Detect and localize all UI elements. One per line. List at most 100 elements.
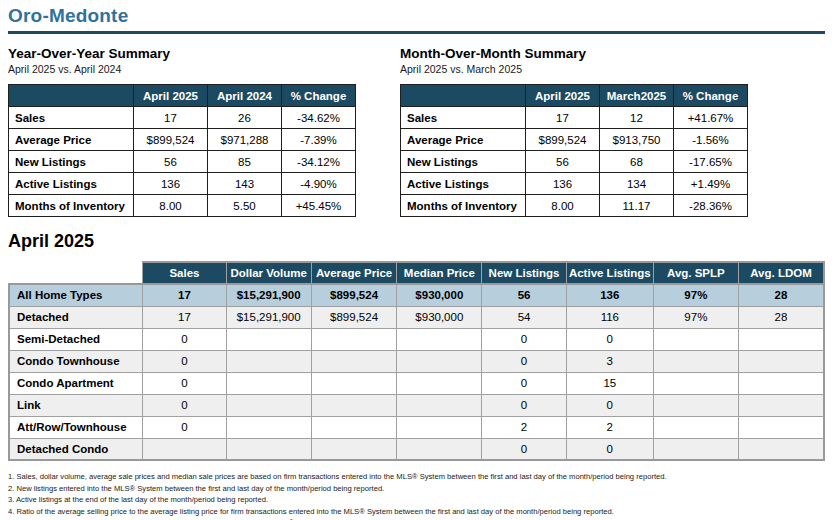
row-label: Condo Townhouse xyxy=(9,350,143,372)
table-cell: 143 xyxy=(208,173,282,195)
footnote-line: 4. Ratio of the average selling price to… xyxy=(8,506,825,518)
table-cell xyxy=(739,350,824,372)
table-cell: 0 xyxy=(566,328,653,350)
table-row: Sales1712+41.67% xyxy=(401,107,748,129)
table-cell: 2 xyxy=(482,416,567,438)
table-cell xyxy=(653,328,738,350)
table-cell xyxy=(397,394,482,416)
table-cell xyxy=(739,372,824,394)
row-label: Detached Condo xyxy=(9,438,143,460)
table-cell: 116 xyxy=(566,306,653,328)
table-cell: 136 xyxy=(134,173,208,195)
table-cell: $899,524 xyxy=(311,284,397,306)
detail-heading: April 2025 xyxy=(8,231,825,252)
table-row: Condo Apartment0015 xyxy=(9,372,824,394)
title-rule xyxy=(8,31,825,34)
table-cell: 56 xyxy=(134,151,208,173)
table-row: Active Listings136143-4.90% xyxy=(9,173,356,195)
table-cell: 0 xyxy=(143,372,227,394)
column-header: March2025 xyxy=(600,85,674,107)
table-cell xyxy=(226,416,311,438)
footnote-line: 3. Active listings at the end of the las… xyxy=(8,494,825,506)
table-row: New Listings5685-34.12% xyxy=(9,151,356,173)
table-cell: 0 xyxy=(566,438,653,460)
row-label: Sales xyxy=(401,107,526,129)
mom-heading: Month-Over-Month Summary xyxy=(400,46,748,61)
table-cell: 28 xyxy=(739,284,824,306)
column-header: April 2025 xyxy=(526,85,600,107)
year-over-year-summary: Year-Over-Year Summary April 2025 vs. Ap… xyxy=(8,46,400,217)
table-row: Average Price$899,524$913,750-1.56% xyxy=(401,129,748,151)
table-cell: +45.45% xyxy=(282,195,356,217)
table-cell: 0 xyxy=(566,394,653,416)
footnote-line: 1. Sales, dollar volume, average sale pr… xyxy=(8,471,825,483)
table-cell xyxy=(311,328,397,350)
table-cell: 26 xyxy=(208,107,282,129)
table-cell: $899,524 xyxy=(311,306,397,328)
table-cell xyxy=(653,372,738,394)
row-label: New Listings xyxy=(9,151,134,173)
table-cell: $15,291,900 xyxy=(226,306,311,328)
page-title: Oro-Medonte xyxy=(8,5,825,27)
table-cell xyxy=(143,438,227,460)
table-cell: 17 xyxy=(143,306,227,328)
header-row: SalesDollar VolumeAverage PriceMedian Pr… xyxy=(9,262,824,284)
column-header: New Listings xyxy=(482,262,567,284)
table-cell: 0 xyxy=(143,350,227,372)
table-cell xyxy=(311,416,397,438)
table-cell: 68 xyxy=(600,151,674,173)
table-cell: 12 xyxy=(600,107,674,129)
table-row: Detached Condo 00 xyxy=(9,438,824,460)
table-cell: 17 xyxy=(143,284,227,306)
yoy-subtitle: April 2025 vs. April 2024 xyxy=(8,63,400,75)
header-row: April 2025March2025% Change xyxy=(401,85,748,107)
row-label: Months of Inventory xyxy=(401,195,526,217)
table-row: Condo Townhouse003 xyxy=(9,350,824,372)
table-cell xyxy=(653,438,738,460)
table-cell: 3 xyxy=(566,350,653,372)
row-label: Semi-Detached xyxy=(9,328,143,350)
table-cell xyxy=(226,328,311,350)
table-cell xyxy=(397,438,482,460)
table-cell: 8.00 xyxy=(526,195,600,217)
table-cell xyxy=(226,394,311,416)
detail-table: SalesDollar VolumeAverage PriceMedian Pr… xyxy=(8,261,825,461)
table-cell: $913,750 xyxy=(600,129,674,151)
column-header: Sales xyxy=(143,262,227,284)
column-header: % Change xyxy=(282,85,356,107)
row-label: Detached xyxy=(9,306,143,328)
table-cell xyxy=(226,372,311,394)
table-cell xyxy=(226,438,311,460)
table-cell: $899,524 xyxy=(134,129,208,151)
table-cell xyxy=(311,438,397,460)
table-cell: 0 xyxy=(482,394,567,416)
row-label: New Listings xyxy=(401,151,526,173)
table-cell: 97% xyxy=(653,306,738,328)
table-cell: -7.39% xyxy=(282,129,356,151)
column-header: Active Listings xyxy=(566,262,653,284)
row-label: Sales xyxy=(9,107,134,129)
table-cell: 56 xyxy=(526,151,600,173)
table-cell: 134 xyxy=(600,173,674,195)
row-label: Condo Apartment xyxy=(9,372,143,394)
table-cell: $899,524 xyxy=(526,129,600,151)
table-cell: 0 xyxy=(482,372,567,394)
table-cell: 28 xyxy=(739,306,824,328)
row-label: Average Price xyxy=(9,129,134,151)
table-cell xyxy=(653,350,738,372)
footnotes: 1. Sales, dollar volume, average sale pr… xyxy=(8,471,825,520)
row-label: All Home Types xyxy=(9,284,143,306)
table-cell: $15,291,900 xyxy=(226,284,311,306)
footnote-line: 2. New listings entered into the MLS® Sy… xyxy=(8,483,825,495)
yoy-table: April 2025April 2024% ChangeSales1726-34… xyxy=(8,84,356,217)
table-cell xyxy=(653,416,738,438)
table-cell: 17 xyxy=(134,107,208,129)
corner-header xyxy=(9,262,143,284)
table-row: Months of Inventory8.005.50+45.45% xyxy=(9,195,356,217)
table-cell: 0 xyxy=(482,438,567,460)
table-cell: $930,000 xyxy=(397,284,482,306)
table-cell: 54 xyxy=(482,306,567,328)
table-cell xyxy=(397,350,482,372)
table-cell xyxy=(226,350,311,372)
column-header: Avg. SPLP xyxy=(653,262,738,284)
